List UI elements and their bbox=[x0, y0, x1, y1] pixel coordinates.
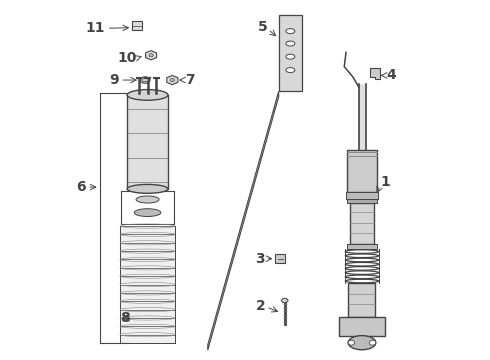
Ellipse shape bbox=[127, 184, 168, 193]
Ellipse shape bbox=[136, 196, 159, 203]
Polygon shape bbox=[370, 68, 380, 79]
Bar bbox=[275, 255, 285, 263]
Ellipse shape bbox=[348, 336, 376, 350]
Ellipse shape bbox=[286, 29, 295, 33]
Polygon shape bbox=[167, 76, 178, 85]
Ellipse shape bbox=[127, 90, 168, 100]
Bar bbox=[339, 317, 385, 336]
Text: 3: 3 bbox=[255, 252, 265, 266]
Text: 6: 6 bbox=[76, 180, 86, 194]
Ellipse shape bbox=[286, 54, 295, 59]
Ellipse shape bbox=[286, 68, 295, 73]
Bar bbox=[348, 283, 375, 317]
Bar bbox=[359, 84, 366, 150]
Bar bbox=[127, 95, 168, 189]
Ellipse shape bbox=[149, 54, 153, 57]
Text: 8: 8 bbox=[120, 311, 130, 325]
Text: 9: 9 bbox=[110, 73, 119, 87]
Bar bbox=[121, 191, 174, 224]
Text: 10: 10 bbox=[118, 51, 137, 65]
Bar bbox=[347, 150, 377, 192]
Ellipse shape bbox=[134, 209, 161, 216]
Text: 11: 11 bbox=[85, 21, 105, 35]
Bar bbox=[132, 21, 142, 31]
Bar bbox=[350, 203, 374, 244]
Polygon shape bbox=[208, 91, 279, 350]
Bar bbox=[347, 199, 377, 203]
Text: 2: 2 bbox=[256, 299, 266, 313]
Text: 5: 5 bbox=[258, 20, 268, 34]
Bar bbox=[347, 244, 377, 249]
Ellipse shape bbox=[140, 77, 150, 83]
Ellipse shape bbox=[142, 78, 148, 82]
Text: 1: 1 bbox=[381, 175, 391, 189]
Ellipse shape bbox=[286, 41, 295, 46]
Text: 4: 4 bbox=[386, 68, 396, 82]
Bar bbox=[346, 192, 378, 199]
Bar bbox=[120, 226, 175, 343]
Ellipse shape bbox=[348, 340, 355, 345]
Bar bbox=[279, 15, 302, 91]
Ellipse shape bbox=[170, 78, 174, 82]
Ellipse shape bbox=[369, 340, 376, 345]
Polygon shape bbox=[281, 298, 288, 303]
Text: 7: 7 bbox=[185, 73, 195, 87]
Polygon shape bbox=[146, 51, 157, 60]
